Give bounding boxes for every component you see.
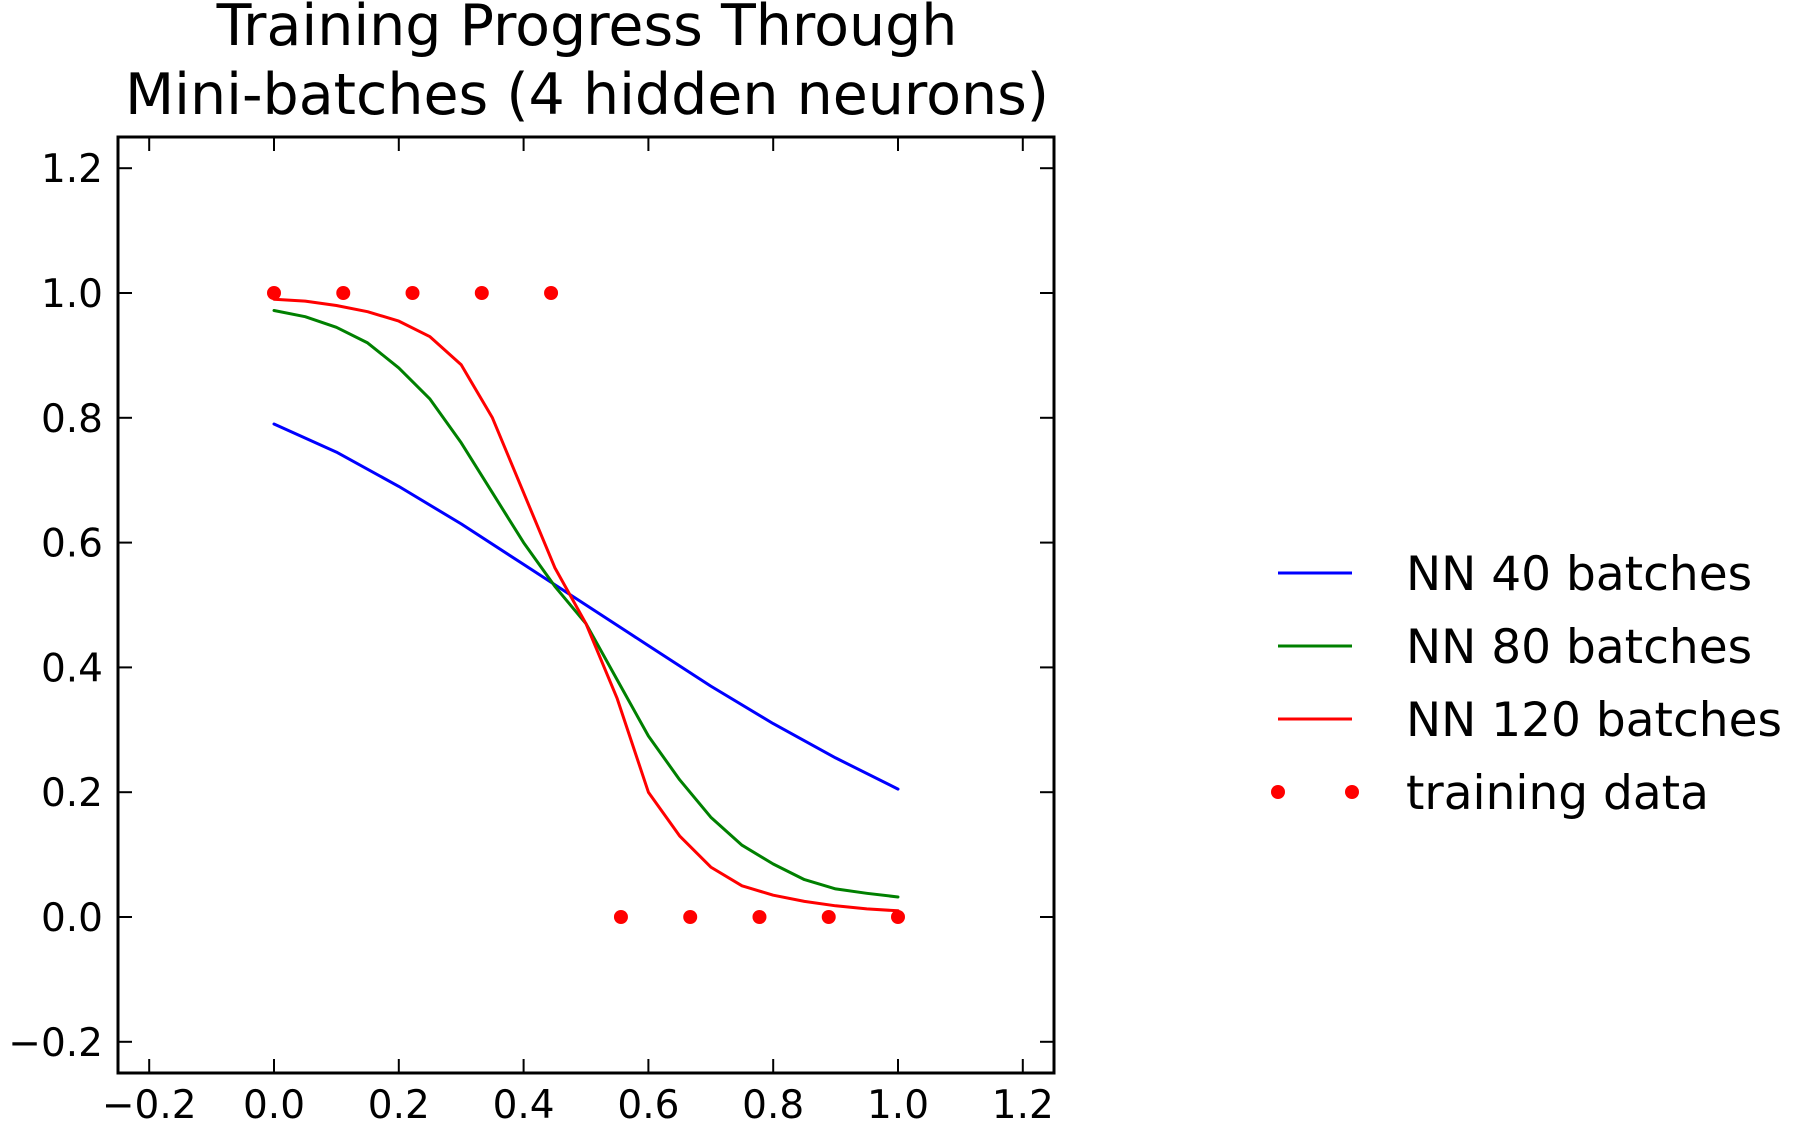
x-tick-label: 0.6 [617,1083,679,1125]
x-tick-label: 0.2 [368,1083,430,1125]
training-data-point [336,286,351,300]
x-tick-label: 1.2 [992,1083,1054,1125]
y-tick-label: 0.2 [41,771,103,816]
legend-label-nn-80-batches: NN 80 batches [1406,620,1752,675]
training-data-point [544,286,559,300]
y-tick-label: 0.6 [41,522,103,567]
chart-title-line-1: Training Progress Through [216,0,958,59]
training-data-point [474,286,489,300]
y-tick-label: 1.2 [41,147,103,192]
training-data-point [405,286,420,300]
x-tick-label: 1.0 [867,1083,929,1125]
legend-label-nn-40-batches: NN 40 batches [1406,547,1752,602]
training-data-point [613,910,628,924]
legend-label-training-data: training data [1406,766,1709,821]
y-tick-label: 1.0 [41,272,103,317]
plot-frame [116,135,1056,1075]
training-data-point [267,286,281,300]
y-tick-label: 0.8 [41,397,103,442]
chart-title-line-2: Mini-batches (4 hidden neurons) [125,62,1049,128]
x-tick-labels: −0.2 0.0 0.2 0.4 0.6 0.8 1.0 1.2 [102,1083,1054,1125]
legend: NN 40 batches NN 80 batches NN 120 batches… [1271,547,1782,821]
y-tick-label: 0.4 [41,646,103,691]
y-tick-labels: −0.2 0.0 0.2 0.4 0.6 0.8 1.0 1.2 [8,147,103,1066]
plot-series [267,286,905,924]
y-tick-label: −0.2 [8,1021,103,1066]
nn-120-batches-line [272,297,900,913]
y-tick-label: 0.0 [41,896,103,941]
x-tick-label: 0.4 [493,1083,555,1125]
x-tick-label: 0.8 [742,1083,804,1125]
training-data-point [821,910,836,924]
tick-marks [118,137,1054,1073]
x-tick-label: −0.2 [102,1083,197,1125]
training-data-point [683,910,698,924]
x-tick-label: 0.0 [243,1083,305,1125]
legend-marker-training-data [1271,785,1285,799]
training-data-point [891,910,905,924]
training-data-point [752,910,767,924]
nn-40-batches-line [272,422,900,791]
legend-label-nn-120-batches: NN 120 batches [1406,693,1782,748]
legend-marker-training-data [1345,785,1359,799]
